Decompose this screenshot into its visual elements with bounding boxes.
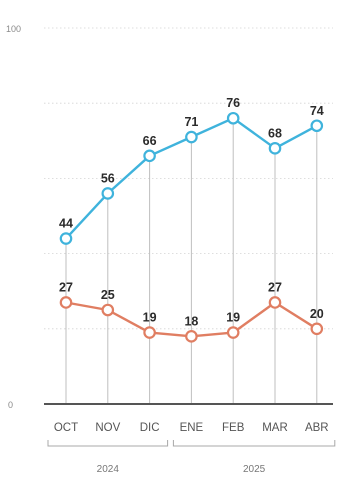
x-label-abr: ABR <box>305 422 329 434</box>
series-1-label-mar: 68 <box>268 126 282 140</box>
series-2-point-feb <box>226 326 240 339</box>
series-2-point-oct <box>59 296 73 309</box>
series-1-point-feb <box>226 111 240 125</box>
year-label-2025: 2025 <box>243 464 266 475</box>
gridlines <box>44 27 333 330</box>
series-2-label-dic: 19 <box>143 311 157 325</box>
y-tick-100: 100 <box>6 24 21 34</box>
series-1-label-oct: 44 <box>59 217 73 231</box>
year-label-2024: 2024 <box>97 464 120 475</box>
series-1-point-ene <box>185 130 198 144</box>
series-2-label-mar: 27 <box>268 280 282 294</box>
series-2-label-feb: 19 <box>226 311 240 325</box>
year-bracket-2025 <box>172 440 336 447</box>
series-2-label-abr: 20 <box>310 307 324 321</box>
series-1-point-abr <box>310 119 324 133</box>
year-groups: 2024 2025 <box>47 440 336 475</box>
series-2-point-ene <box>185 330 198 343</box>
series-1-label-ene: 71 <box>184 115 198 129</box>
series-2-point-mar <box>268 296 282 309</box>
series-2-label-oct: 27 <box>59 280 73 294</box>
series-1-label-feb: 76 <box>226 96 240 110</box>
x-label-dic: DIC <box>140 422 160 434</box>
x-label-mar: MAR <box>262 422 288 434</box>
y-tick-0: 0 <box>8 400 13 410</box>
series-2-point-nov <box>101 303 115 317</box>
x-label-oct: OCT <box>54 422 78 434</box>
series-1-point-nov <box>101 187 115 200</box>
drop-lines <box>65 118 318 404</box>
series-2-point-dic <box>143 326 156 339</box>
series-1-label-dic: 66 <box>143 134 157 148</box>
x-label-nov: NOV <box>95 422 120 434</box>
series-1-point-mar <box>268 142 282 155</box>
series-layer: 44 56 66 71 76 68 74 27 25 19 18 19 27 20 <box>59 96 324 343</box>
series-1-label-nov: 56 <box>101 171 115 185</box>
year-bracket-2024 <box>47 440 169 447</box>
series-1-label-abr: 74 <box>310 104 324 118</box>
x-axis-labels: OCT NOV DIC ENE FEB MAR ABR <box>54 422 329 434</box>
x-label-ene: ENE <box>180 422 204 434</box>
series-2-label-ene: 18 <box>184 314 198 328</box>
series-2-point-abr <box>310 322 324 336</box>
series-1-point-dic <box>143 149 156 163</box>
series-1-point-oct <box>59 232 73 245</box>
x-label-feb: FEB <box>222 422 245 434</box>
series-2-label-nov: 25 <box>101 288 115 302</box>
